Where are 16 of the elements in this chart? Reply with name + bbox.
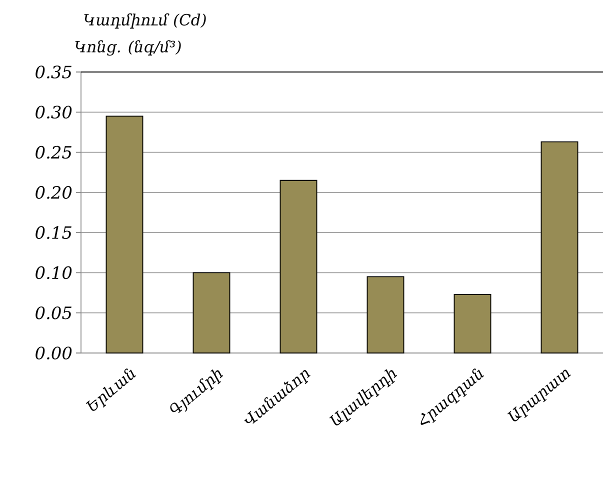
bar [106,116,144,354]
y-tick-label: 0.25 [36,146,72,159]
chart-title: Կադմիում (Cd) [84,13,206,29]
y-tick-label: 0.05 [36,306,72,320]
bar [192,272,230,354]
bar [540,141,578,354]
y-tick-label: 0.35 [36,66,72,78]
y-tick-label: 0.30 [36,106,72,119]
y-axis-title: Կոնց. (նգ/մ³) [75,40,181,56]
y-tick-label: 0.20 [36,186,72,199]
y-tick-label: 0.00 [36,346,72,360]
y-tick-label: 0.10 [36,266,72,280]
bar [454,294,492,354]
bar [280,180,318,354]
y-tick-label: 0.15 [36,226,72,239]
bar [366,276,404,354]
